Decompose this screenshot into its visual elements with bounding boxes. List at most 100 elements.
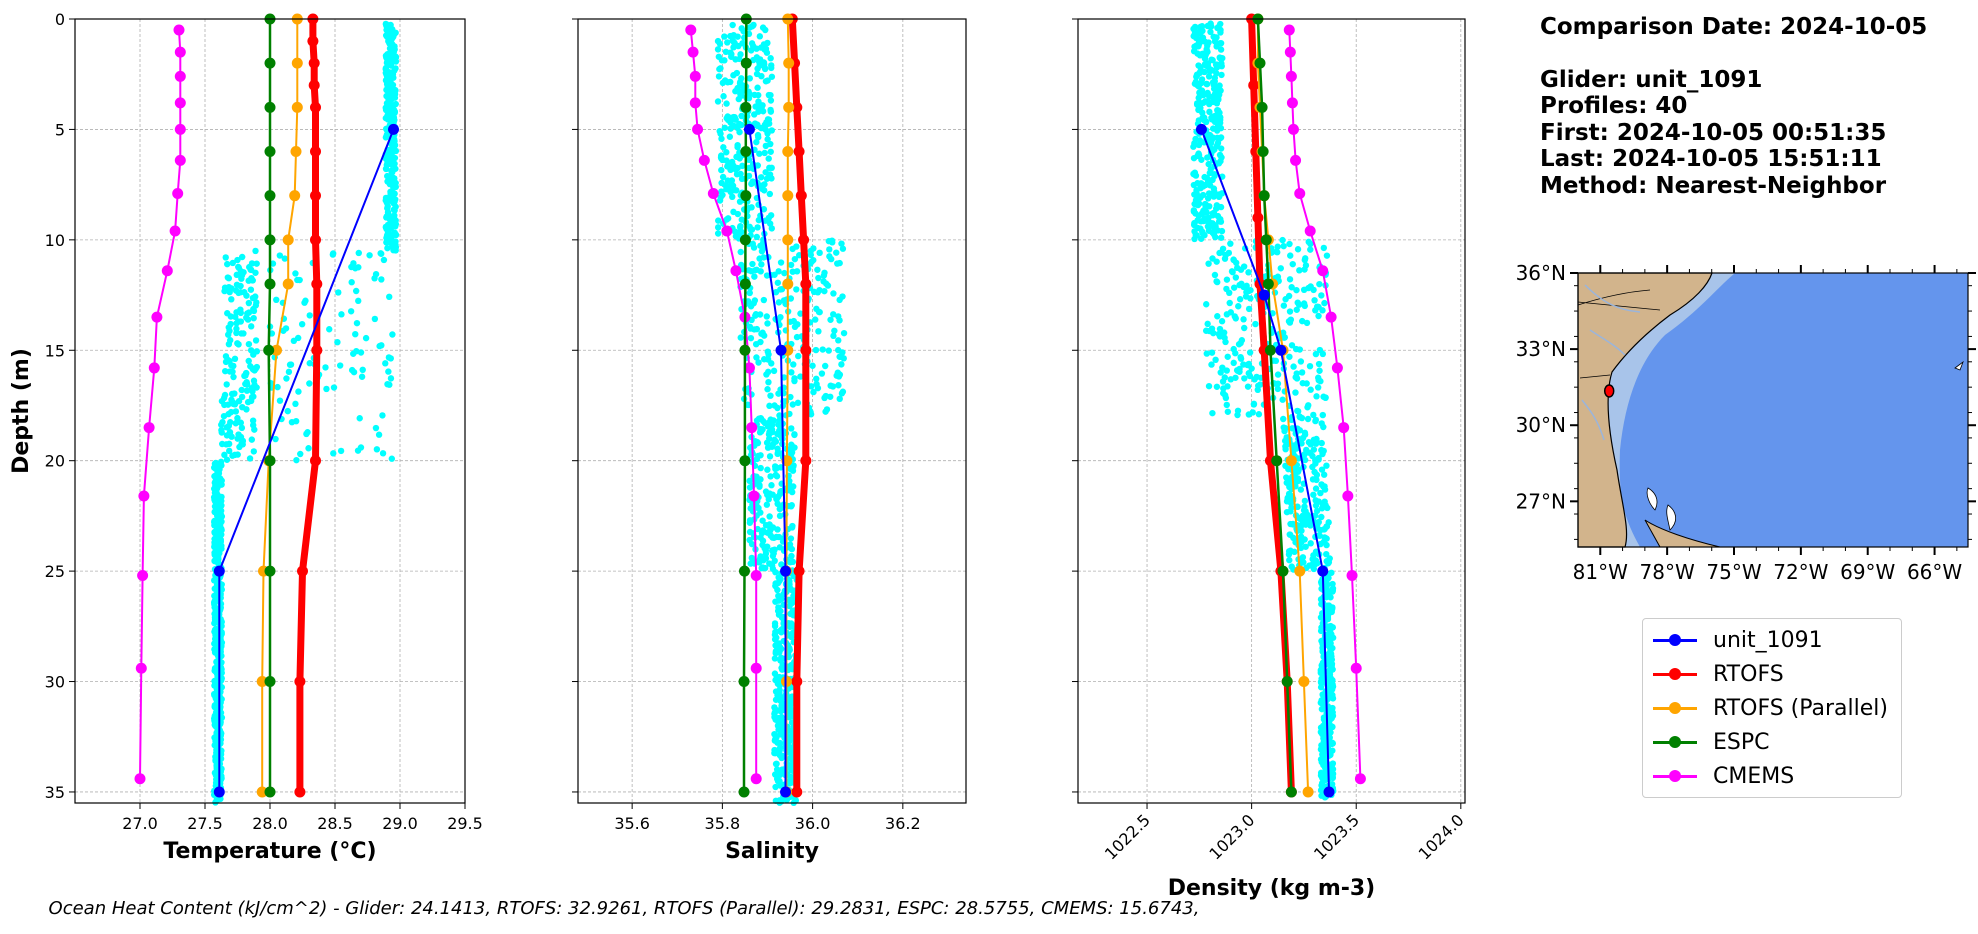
glider-scatter-point: [715, 53, 723, 60]
glider-scatter-point: [1191, 80, 1199, 87]
series-line-cmems: [689, 29, 758, 779]
series-point-cmems: [148, 362, 160, 374]
glider-scatter-point: [221, 287, 228, 295]
series-point-espc: [264, 278, 276, 290]
glider-scatter-point: [1230, 256, 1237, 264]
glider-scatter-point: [372, 270, 380, 278]
glider-scatter-point: [761, 181, 768, 188]
glider-scatter-point: [224, 260, 231, 268]
glider-scatter-point: [1192, 33, 1199, 41]
glider-scatter-point: [322, 364, 329, 371]
series-point-espc: [1260, 234, 1272, 246]
glider-scatter-point: [737, 334, 744, 341]
glider-scatter-point: [770, 367, 778, 375]
glider-scatter-point: [392, 220, 400, 228]
glider-scatter-point: [808, 383, 815, 390]
glider-scatter-point: [788, 369, 795, 376]
glider-scatter-point: [240, 330, 247, 337]
series-point-glider: [213, 786, 225, 798]
series-point-cmems: [1325, 311, 1337, 323]
glider-scatter-point: [388, 455, 396, 462]
glider-scatter-point: [772, 471, 779, 479]
x-tick-label: 27.0: [122, 814, 158, 833]
glider-scatter-point: [1323, 550, 1330, 558]
series-point-cmems: [750, 570, 762, 582]
series-point-espc: [263, 344, 275, 356]
glider-scatter-point: [769, 534, 776, 541]
glider-scatter-point: [1213, 383, 1221, 390]
glider-scatter-point: [383, 92, 390, 100]
glider-scatter-point: [218, 397, 226, 405]
glider-scatter-point: [1303, 319, 1311, 327]
glider-scatter-point: [748, 226, 756, 233]
glider-scatter-point: [1241, 375, 1248, 382]
glider-scatter-point: [1213, 43, 1220, 50]
glider-scatter-point: [745, 156, 753, 164]
glider-scatter-point: [1294, 246, 1302, 253]
glider-scatter-point: [794, 399, 802, 407]
glider-scatter-point: [244, 398, 252, 406]
glider-scatter-point: [835, 382, 842, 389]
glider-scatter-point: [1294, 408, 1302, 415]
glider-scatter-point: [1223, 367, 1230, 374]
y-tick-label: 35: [45, 783, 65, 802]
glider-scatter-point: [828, 255, 835, 263]
glider-scatter-point: [213, 749, 220, 756]
glider-scatter-point: [1204, 320, 1211, 328]
glider-scatter-point: [746, 536, 753, 544]
glider-scatter-point: [1300, 507, 1308, 514]
glider-scatter-point: [772, 642, 779, 649]
glider-scatter-point: [290, 337, 298, 345]
glider-scatter-point: [716, 127, 723, 135]
series-point-cmems: [750, 773, 762, 785]
glider-scatter-point: [1326, 690, 1334, 697]
glider-scatter-point: [1307, 540, 1314, 547]
glider-scatter-point: [789, 401, 797, 408]
glider-scatter-point: [1301, 266, 1308, 273]
glider-scatter-point: [1209, 229, 1216, 236]
glider-scatter-point: [1274, 385, 1282, 393]
series-point-espc: [740, 101, 752, 113]
glider-scatter-point: [754, 131, 762, 139]
series-point-espc: [740, 57, 752, 69]
glider-scatter-point: [251, 367, 258, 374]
glider-scatter-point: [1299, 512, 1306, 520]
glider-scatter-point: [1210, 192, 1218, 200]
series-point-cmems: [174, 70, 186, 82]
glider-scatter-point: [728, 177, 736, 184]
glider-scatter-point: [768, 443, 776, 450]
glider-scatter-point: [1224, 353, 1231, 360]
glider-scatter-point: [736, 55, 743, 63]
glider-scatter-point: [734, 141, 741, 149]
glider-scatter-point: [1203, 80, 1210, 88]
glider-scatter-point: [297, 450, 304, 458]
series-point-cmems: [689, 70, 701, 82]
glider-scatter-point: [764, 77, 771, 84]
glider-scatter-point: [232, 420, 239, 427]
glider-scatter-point: [230, 373, 237, 381]
glider-scatter-point: [1220, 329, 1228, 336]
glider-scatter-point: [211, 717, 219, 724]
glider-scatter-point: [281, 255, 288, 262]
glider-scatter-point: [749, 178, 756, 185]
series-point-rtofs: [1252, 212, 1264, 224]
glider-scatter-point: [1296, 427, 1304, 434]
glider-scatter-point: [830, 332, 837, 340]
glider-scatter-point: [767, 140, 774, 148]
x-tick-label: 27.5: [187, 814, 223, 833]
glider-scatter-point: [274, 383, 281, 391]
glider-scatter-point: [1294, 299, 1301, 306]
glider-scatter-point: [1203, 301, 1210, 308]
glider-scatter-point: [759, 417, 767, 425]
y-tick-label: 5: [55, 120, 65, 139]
glider-scatter-point: [217, 511, 225, 518]
glider-scatter-point: [1212, 233, 1219, 241]
glider-scatter-point: [218, 440, 226, 448]
glider-scatter-point: [776, 417, 783, 424]
glider-scatter-point: [749, 260, 756, 268]
glider-scatter-point: [335, 289, 342, 296]
glider-scatter-point: [359, 366, 366, 374]
glider-scatter-point: [1217, 29, 1224, 36]
series-point-cmems: [172, 187, 184, 199]
glider-scatter-point: [272, 435, 279, 443]
